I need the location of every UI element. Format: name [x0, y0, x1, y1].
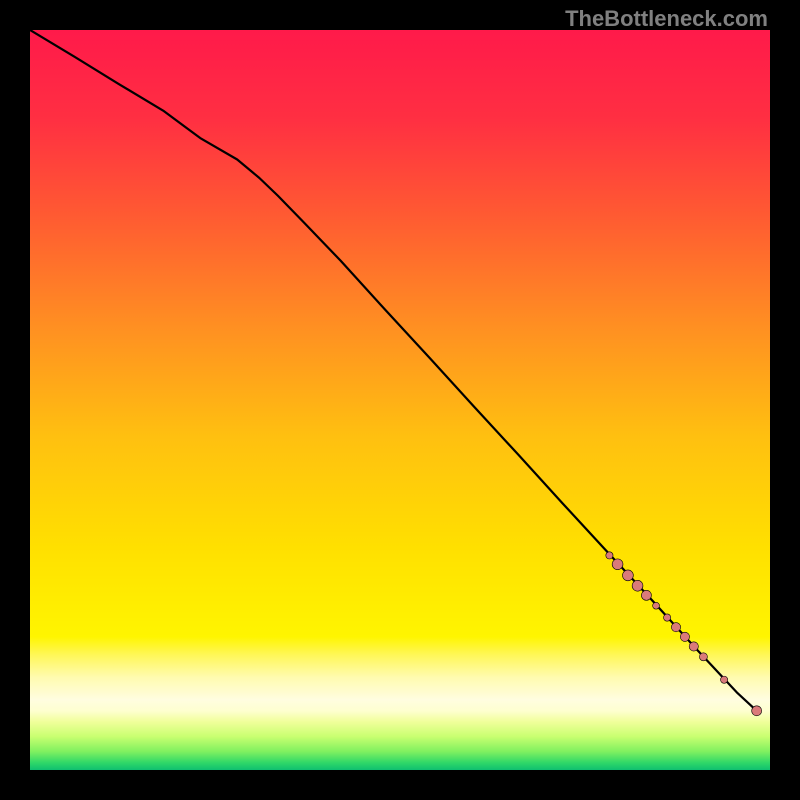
data-marker [632, 580, 643, 591]
data-marker [623, 570, 634, 581]
data-marker [664, 614, 671, 621]
data-marker [653, 602, 660, 609]
data-marker [671, 623, 680, 632]
plot-svg [30, 30, 770, 770]
data-marker [612, 559, 623, 570]
data-marker [699, 653, 707, 661]
data-marker [606, 552, 613, 559]
data-marker [721, 676, 728, 683]
data-marker [752, 706, 762, 716]
data-marker [641, 590, 651, 600]
data-marker [689, 642, 698, 651]
chart-root: TheBottleneck.com [0, 0, 800, 800]
data-marker [680, 632, 689, 641]
gradient-background [30, 30, 770, 770]
watermark-text: TheBottleneck.com [565, 6, 768, 32]
